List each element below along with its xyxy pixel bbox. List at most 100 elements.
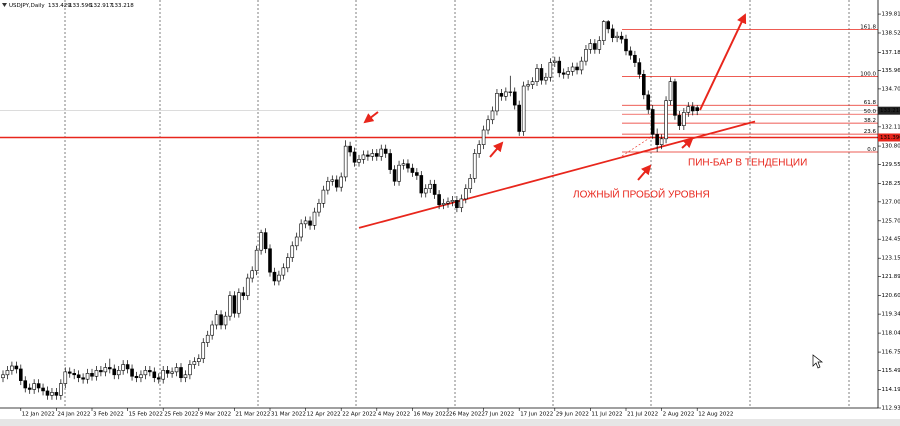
arrow — [489, 141, 504, 158]
candle-body — [263, 232, 268, 250]
candle-body — [210, 324, 214, 336]
candle-body — [308, 220, 312, 226]
candle-body — [495, 93, 499, 112]
tab-bar — [0, 419, 900, 426]
fib-label: 0.0 — [867, 147, 876, 153]
candle-body — [419, 175, 424, 194]
candle-body — [59, 383, 63, 396]
candle-body — [188, 364, 192, 376]
candle-body — [615, 35, 619, 38]
arrow — [637, 164, 652, 181]
candle-body — [677, 115, 682, 126]
candle-body — [156, 377, 161, 380]
candle-body — [67, 371, 72, 374]
candle-body — [103, 367, 108, 373]
candle-body — [148, 370, 152, 373]
y-tick-label: 114.195 — [882, 387, 900, 393]
candle-body — [504, 91, 508, 97]
candle-body — [5, 370, 10, 376]
candle-body — [379, 148, 384, 157]
current-price-box — [878, 106, 900, 115]
level-price-label: 131.390 — [880, 135, 900, 141]
candle-body — [650, 109, 655, 135]
candle-body — [352, 151, 357, 163]
quote-high: 133.596 — [69, 3, 92, 9]
candle-body — [588, 43, 593, 50]
candle-body — [374, 153, 379, 157]
candle-body — [294, 236, 299, 247]
candle-body — [673, 81, 677, 116]
y-tick-label: 124.450 — [882, 237, 900, 243]
candle-body — [143, 370, 148, 376]
candle-body — [290, 245, 295, 258]
candle-body — [437, 194, 441, 206]
candle-body — [237, 292, 241, 314]
candle-body — [664, 100, 668, 140]
candle-body — [490, 110, 495, 121]
candle-body — [406, 163, 410, 169]
candle-body — [259, 232, 263, 251]
candle-body — [641, 74, 646, 96]
candle-body — [392, 169, 397, 182]
x-tick-label: 17 Jun 2022 — [520, 412, 553, 418]
candle-body — [566, 71, 570, 75]
candle-body — [116, 370, 121, 376]
y-tick-label: 116.750 — [882, 350, 900, 356]
candle-body — [330, 179, 335, 182]
y-tick-label: 130.805 — [882, 144, 900, 150]
candle-body — [197, 358, 201, 362]
candle-body — [548, 62, 553, 78]
candle-body — [1, 374, 5, 379]
candle-body — [285, 257, 290, 269]
x-tick-label: 7 Jun 2022 — [485, 412, 515, 418]
y-tick-label: 135.960 — [882, 68, 900, 74]
candle-body — [241, 292, 246, 296]
candle-body — [655, 134, 659, 145]
y-tick-label: 134.705 — [882, 86, 900, 92]
x-tick-label: 22 Apr 2022 — [342, 412, 376, 418]
x-tick-label: 25 Feb 2022 — [164, 412, 198, 418]
candle-body — [423, 188, 428, 194]
candle-body — [134, 375, 139, 379]
candle-body — [321, 189, 326, 204]
candle-body — [170, 371, 174, 374]
candle-body — [481, 129, 486, 145]
candle-body — [312, 211, 317, 226]
candle-body — [281, 267, 286, 276]
candle-body — [94, 370, 99, 377]
candle-body — [539, 68, 544, 81]
candle-body — [463, 188, 468, 200]
fib-label: 50.0 — [864, 109, 877, 115]
candle-body — [339, 176, 344, 188]
y-tick-label: 123.155 — [882, 256, 900, 262]
y-tick-label: 132.115 — [882, 124, 900, 130]
x-tick-label: 21 Mar 2022 — [235, 412, 270, 418]
candle-body — [659, 138, 664, 145]
candle-body — [326, 181, 330, 191]
y-tick-label: 137.185 — [882, 50, 900, 56]
candle-body — [254, 249, 259, 272]
level-price-box — [878, 133, 900, 142]
candle-body — [228, 295, 232, 317]
candle-body — [593, 43, 597, 50]
candle-body — [668, 81, 673, 101]
candle-body — [214, 314, 219, 326]
quote-open: 133.429 — [48, 3, 71, 9]
candle-body — [41, 387, 45, 392]
candle-body — [530, 81, 535, 85]
candle-body — [250, 270, 254, 279]
candle-body — [348, 145, 352, 153]
y-tick-label: 125.705 — [882, 218, 900, 224]
symbol-icon — [2, 3, 7, 7]
candle-body — [366, 154, 370, 157]
x-tick-label: 12 Jan 2022 — [22, 412, 55, 418]
candle-body — [441, 203, 446, 206]
y-tick-label: 127.000 — [882, 199, 900, 205]
candle-body — [161, 370, 165, 380]
candle-body — [81, 377, 85, 380]
x-tick-label: 2 Aug 2022 — [663, 412, 695, 418]
candle-body — [690, 106, 695, 112]
current-price-label: 133.218 — [880, 108, 900, 114]
candle-body — [388, 153, 392, 170]
